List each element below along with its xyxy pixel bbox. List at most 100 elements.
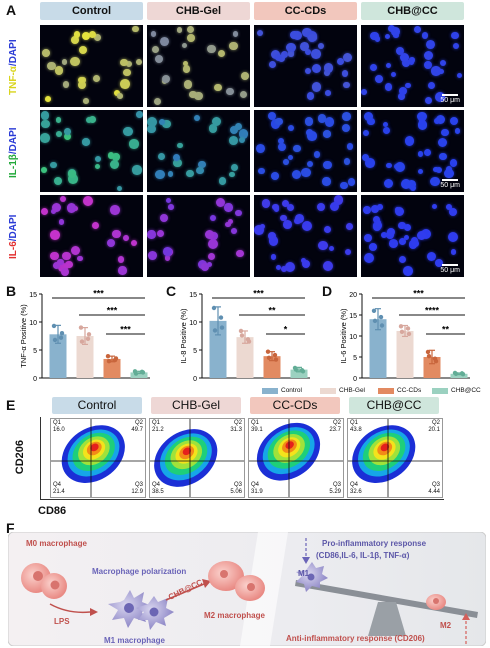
- cell-nucleus: [186, 169, 195, 178]
- quadrant-name: Q2: [332, 420, 341, 426]
- cell-nucleus: [123, 68, 131, 77]
- data-point: [432, 356, 438, 361]
- cell-nucleus: [71, 36, 80, 45]
- cell-nucleus: [435, 92, 446, 102]
- density-contour: [90, 443, 99, 452]
- flow-header-cc-cds: CC-CDs: [250, 397, 340, 414]
- cell-nucleus: [181, 42, 188, 48]
- data-point: [112, 357, 118, 363]
- cell-nucleus: [291, 169, 302, 180]
- cell-nucleus: [369, 64, 377, 71]
- cell-nucleus: [454, 127, 461, 134]
- cell-nucleus: [58, 218, 65, 225]
- cell-nucleus: [254, 225, 264, 235]
- row-label-tnf: TNF-α/DAPI: [8, 39, 19, 95]
- significance-label: ***: [413, 289, 424, 299]
- quadrant-value: 39.1: [251, 427, 263, 433]
- data-point: [52, 337, 58, 343]
- row-stain-tnf: DAPI: [8, 39, 19, 64]
- m1-macrophage-icon: [108, 590, 174, 630]
- data-point: [219, 325, 225, 330]
- scale-bar-label: 50 μm: [440, 182, 460, 189]
- cell-nucleus: [57, 258, 64, 266]
- micrograph-r2-c3: [254, 110, 357, 192]
- y-tick-label: 15: [349, 313, 357, 320]
- cell-nucleus: [280, 50, 289, 59]
- cell-nucleus: [282, 220, 292, 229]
- cell-nucleus: [230, 164, 238, 172]
- flow-plot-2: Q1 21.2 Q2 31.3 Q4 38.5 Q3 5.06: [149, 418, 245, 498]
- data-point: [372, 318, 378, 324]
- cell-nucleus: [305, 48, 312, 55]
- cell-nucleus: [323, 130, 331, 138]
- cell-nucleus: [376, 203, 383, 210]
- cell-nucleus: [228, 218, 234, 224]
- cell-nucleus: [59, 195, 67, 202]
- data-point: [211, 305, 217, 311]
- cell-nucleus: [372, 215, 380, 223]
- cell-nucleus: [308, 34, 316, 42]
- cell-nucleus: [61, 59, 68, 66]
- y-tick-label: 0: [193, 376, 197, 383]
- cell-nucleus: [438, 68, 445, 75]
- data-point: [265, 349, 271, 354]
- cell-nucleus: [151, 45, 160, 54]
- cell-nucleus: [209, 231, 219, 241]
- cell-nucleus: [438, 137, 448, 148]
- density-contour: [285, 441, 294, 449]
- cell-nucleus: [287, 203, 295, 211]
- cell-nucleus: [322, 177, 331, 186]
- col-header-chb-gel: CHB-Gel: [147, 2, 250, 20]
- cell-nucleus: [445, 166, 453, 173]
- cell-nucleus: [155, 54, 164, 63]
- col-header-control: Control: [40, 2, 143, 20]
- cell-nucleus: [173, 158, 183, 168]
- cell-nucleus: [301, 168, 311, 178]
- m2-short-label: M2: [440, 621, 452, 630]
- cell-nucleus: [226, 87, 234, 96]
- legend-swatch-cc-cds: [378, 388, 394, 394]
- cell-nucleus: [434, 259, 444, 268]
- cell-nucleus: [287, 154, 293, 160]
- legend-swatch-chb-gel: [320, 388, 336, 394]
- cell-nucleus: [114, 89, 121, 97]
- cell-nucleus: [238, 137, 245, 144]
- m2-label: M2 macrophage: [204, 611, 265, 620]
- cell-nucleus: [150, 31, 157, 38]
- cell-nucleus: [88, 30, 96, 39]
- quadrant-value: 5.29: [329, 489, 341, 495]
- cell-nucleus: [229, 136, 238, 145]
- cell-nucleus: [277, 138, 285, 145]
- quadrant-name: Q3: [233, 482, 242, 488]
- cell-nucleus: [375, 219, 382, 226]
- cell-nucleus: [369, 242, 378, 251]
- cell-nucleus: [278, 142, 287, 151]
- cell-nucleus: [280, 214, 287, 221]
- cell-nucleus: [311, 64, 321, 74]
- cell-nucleus: [52, 261, 61, 270]
- m1-label: M1 macrophage: [104, 636, 165, 645]
- density-contour: [182, 447, 192, 456]
- cell-nucleus: [304, 117, 314, 126]
- data-point: [238, 328, 244, 334]
- significance-label: *: [284, 325, 288, 335]
- cell-nucleus: [229, 171, 235, 178]
- cell-nucleus: [342, 81, 350, 89]
- y-axis-label: IL-8 Positive (%): [179, 308, 188, 364]
- quadrant-value: 20.1: [428, 427, 440, 433]
- cell-nucleus: [399, 52, 410, 63]
- flow-density: [348, 419, 442, 497]
- cell-nucleus: [207, 239, 218, 250]
- data-point: [245, 337, 251, 342]
- cell-nucleus: [313, 151, 321, 158]
- scale-bar-label: 50 μm: [440, 97, 460, 104]
- pro-markers: (CD86,IL-6, IL-1β, TNF-α): [316, 551, 410, 560]
- cell-nucleus: [130, 239, 137, 246]
- cell-nucleus: [167, 171, 174, 177]
- data-point: [293, 367, 299, 372]
- cell-nucleus: [107, 152, 115, 159]
- cell-nucleus: [194, 91, 203, 101]
- quadrant-value: 21.4: [53, 489, 65, 495]
